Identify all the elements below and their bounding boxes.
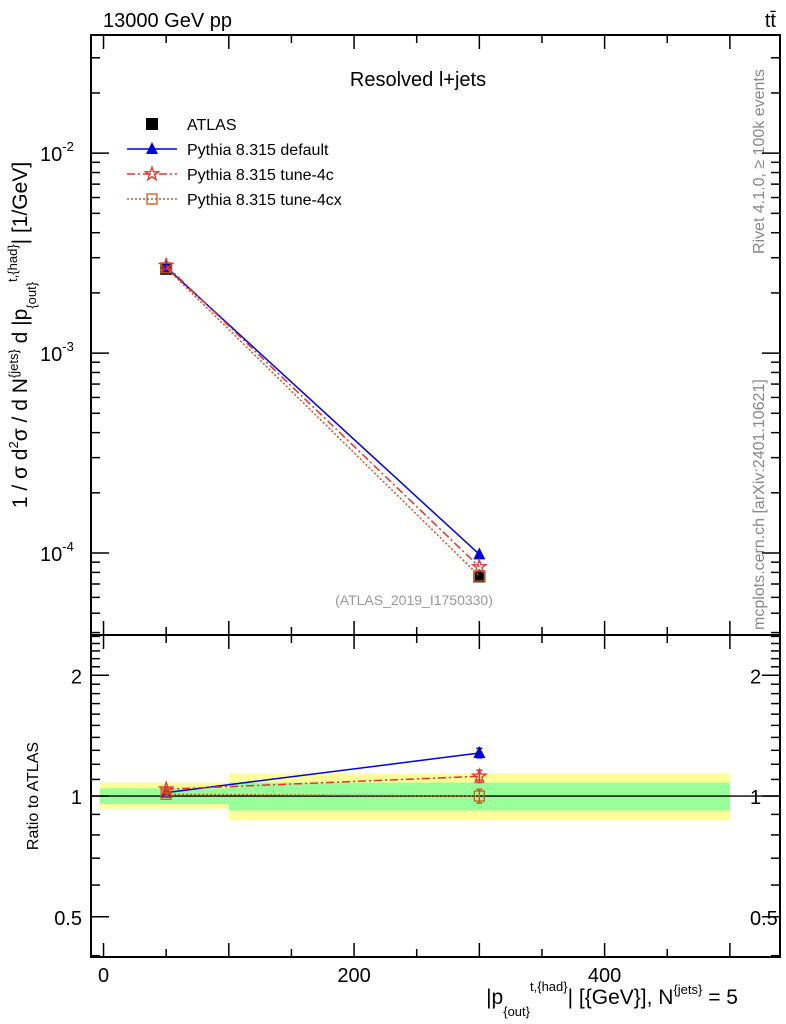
marker-star-open (143, 164, 161, 182)
x-tick-label: 200 (337, 965, 370, 987)
ratio-series-line (166, 793, 480, 797)
ratio-y-tick-label-right: 2 (750, 666, 761, 688)
energy-label: 13000 GeV pp (103, 10, 232, 32)
marker-triangle (473, 547, 486, 560)
analysis-label: (ATLAS_2019_I1750330) (335, 592, 493, 608)
y-tick-exponent: -3 (62, 339, 74, 354)
legend-entry: Pythia 8.315 tune-4c (127, 164, 334, 184)
x-tick-label: 400 (588, 965, 621, 987)
x-axis-label-part: t,{had} (530, 979, 568, 994)
ratio-y-tick-label-right: 1 (750, 787, 761, 809)
marker-square-open (160, 262, 172, 274)
legend-label: Pythia 8.315 tune-4c (187, 167, 334, 184)
series-pythia-8-315-tune-4cx (160, 262, 485, 582)
ratio-series-pythia-8-315-tune-4c (157, 767, 488, 797)
ratio-ylabel: Ratio to ATLAS (25, 742, 42, 850)
marker-triangle (146, 142, 158, 154)
y-axis-label-part: 1 / σ d (9, 449, 32, 509)
x-tick-label: 0 (98, 965, 109, 987)
marker-triangle (473, 746, 486, 759)
legend-label: ATLAS (187, 117, 237, 134)
chart-title: Resolved l+jets (350, 69, 486, 91)
process-label: tt̄ (765, 10, 777, 32)
data-layer (157, 256, 488, 804)
y-axis-label-part: {jets} (6, 349, 21, 379)
legend-entry: Pythia 8.315 tune-4cx (127, 192, 342, 209)
ratio-y-tick-label-left: 0.5 (54, 908, 82, 930)
x-axis-label-part: {jets} (673, 982, 703, 997)
marker-square-filled (473, 570, 486, 583)
x-axis-label-part: {out} (503, 1004, 530, 1019)
series-pythia-8-315-default (160, 260, 486, 560)
ratio-series-pythia-8-315-tune-4cx (160, 788, 485, 804)
legend: ATLAS Pythia 8.315 default Pythia 8.315 tu… (127, 117, 342, 209)
x-axis-label-part: | [{GeV}], N (568, 986, 674, 1009)
legend-label: Pythia 8.315 tune-4cx (187, 192, 342, 209)
y-axis-label-part: {out} (24, 281, 39, 308)
y-axis-label-part: | [1/GeV] (9, 162, 32, 245)
y-tick-base: 10 (40, 144, 62, 166)
ratio-bands (91, 773, 780, 821)
legend-label: Pythia 8.315 default (187, 142, 329, 159)
x-axis-label-part: = 5 (702, 986, 738, 1009)
y-axis-label: 1 / σ d2σ / d N{jets} d |p{out} t,{had}| … (5, 162, 39, 508)
marker-square-filled (146, 118, 158, 130)
y-tick-label: 10-2 (40, 139, 74, 166)
marker-square-open (473, 570, 485, 582)
ratio-y-tick-label-right: 0.5 (750, 908, 778, 930)
ratio-y-tick-label-left: 1 (71, 787, 82, 809)
mcplots-label: mcplots.cern.ch [arXiv:2401.10621] (751, 379, 768, 630)
legend-entry: Pythia 8.315 default (127, 142, 329, 159)
rivet-label: Rivet 4.1.0, ≥ 100k events (751, 69, 768, 254)
y-tick-base: 10 (40, 544, 62, 566)
ratio-series-line (166, 775, 480, 790)
marker-square-open (146, 193, 158, 205)
series-line (165, 267, 480, 577)
y-axis-label-part: σ / d N (9, 378, 32, 441)
marker-square-open (473, 790, 485, 802)
y-tick-label: 10-4 (40, 539, 74, 566)
marker-square-open (160, 788, 172, 800)
ratio-y-tick-label-left: 2 (71, 666, 82, 688)
y-axis-label-part: 2 (6, 441, 21, 448)
y-tick-exponent: -2 (62, 139, 74, 154)
x-axis-label-part: |p (486, 986, 503, 1009)
series-line (165, 265, 480, 568)
ratio-series-line (166, 752, 480, 794)
y-tick-label: 10-3 (40, 339, 74, 366)
y-tick-exponent: -4 (62, 539, 74, 554)
marker-star-open (470, 767, 488, 784)
y-tick-base: 10 (40, 344, 62, 366)
axes (90, 34, 781, 958)
legend-entry: ATLAS (146, 117, 237, 134)
x-axis-label: |p{out}t,{had}| [{GeV}], N{jets} = 5 (486, 979, 738, 1019)
y-axis-label-part: d |p (9, 309, 32, 349)
y-axis-label-part: t,{had} (5, 244, 20, 282)
marker-star-open (470, 557, 488, 575)
